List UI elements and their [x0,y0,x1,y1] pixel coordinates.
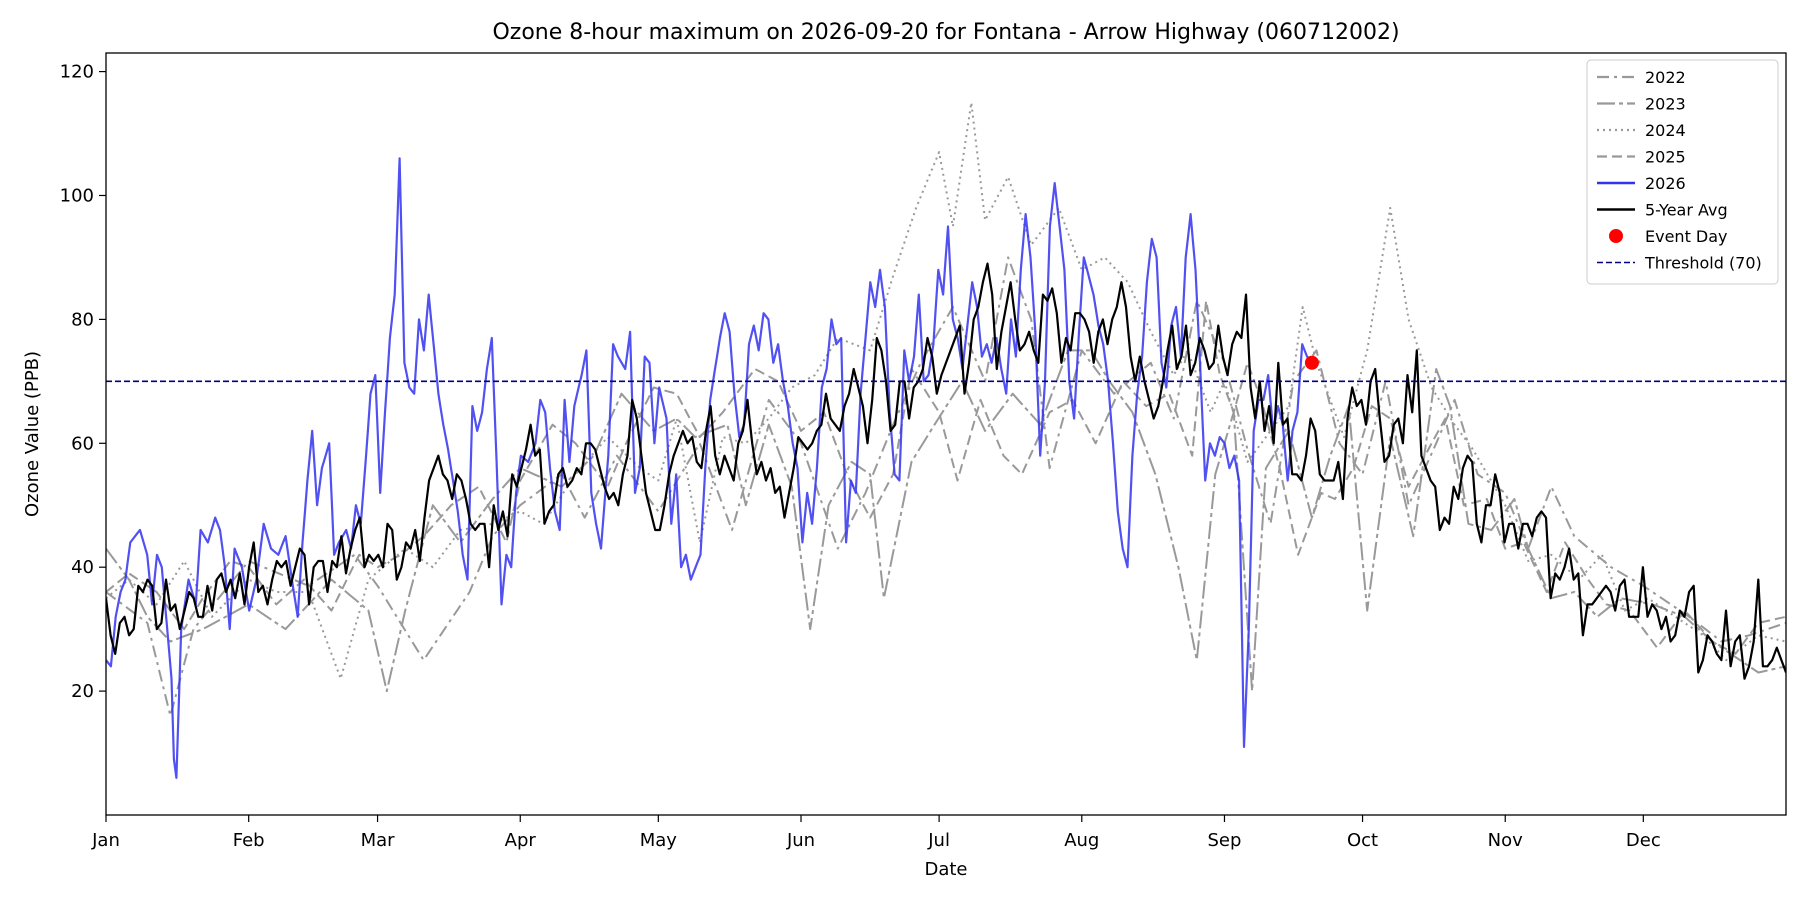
y-tick-label: 20 [71,681,94,702]
legend-label: 2022 [1645,68,1686,87]
y-tick-label: 60 [71,433,94,454]
x-axis: Jan Feb Mar Apr May Jun Jul Aug Sep Oct Nov Dec [91,815,1661,851]
plot-area [106,101,1786,779]
x-tick-label: Feb [233,830,265,851]
event-day-marker [1304,355,1319,370]
x-axis-title: Date [924,859,967,880]
x-tick-label: Dec [1626,830,1661,851]
legend-swatch [1609,229,1623,243]
x-tick-label: Mar [361,830,396,851]
legend-label: 2024 [1645,121,1686,140]
legend-box [1586,59,1779,285]
x-tick-label: Jan [91,830,120,851]
series-line-2024 [106,101,1786,680]
y-axis-title: Ozone Value (PPB) [22,351,43,517]
legend-label: 2023 [1645,95,1686,114]
x-tick-label: Nov [1488,830,1523,851]
y-tick-label: 80 [71,309,94,330]
legend-label: 2026 [1645,174,1686,193]
y-axis: 20 40 60 80 100 120 [60,62,106,702]
series-line-5-year-avg [106,262,1786,680]
x-tick-label: Apr [505,830,537,851]
x-tick-label: Oct [1347,830,1378,851]
chart-title: Ozone 8-hour maximum on 2026-09-20 for F… [492,20,1399,45]
legend-label: Threshold (70) [1644,254,1762,273]
series-line-2022 [106,256,1786,717]
y-tick-label: 100 [60,185,94,206]
x-tick-label: Jul [927,830,950,851]
series-line-2025 [106,299,1786,655]
x-tick-label: Jun [786,830,815,851]
x-tick-label: Aug [1064,830,1099,851]
legend-label: 2025 [1645,148,1686,167]
legend-label: 5-Year Avg [1645,201,1728,220]
x-tick-label: May [640,830,678,851]
legend: 2022 2023 2024 2025 2026 5-Year Avg Event Day T… [1586,59,1779,285]
y-tick-label: 120 [60,62,94,83]
legend-label: Event Day [1645,227,1728,246]
series-line-2023 [106,349,1786,693]
y-tick-label: 40 [71,557,94,578]
x-tick-label: Sep [1207,830,1241,851]
plot-frame [105,52,1787,816]
